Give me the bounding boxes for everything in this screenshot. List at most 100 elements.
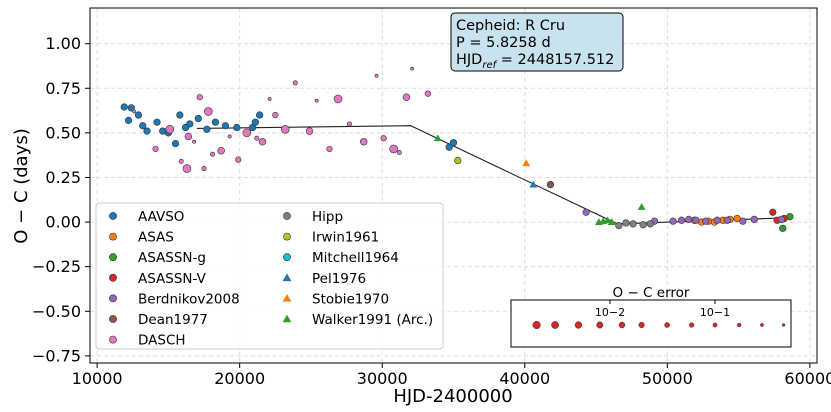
berdnikov2008-point [713,216,721,224]
aavso-point [120,103,128,111]
error-scale-marker [712,322,718,328]
asassn-g-point [779,224,787,232]
legend-marker [109,212,117,220]
data-points [120,66,794,232]
berdnikov2008-point [685,215,693,223]
legend-label: ASASSN-g [138,250,206,266]
stobie1970-point [522,159,531,167]
dasch-point [192,139,196,144]
legend-marker [109,253,117,262]
error-scale-marker [596,321,604,329]
hipp-point [646,220,654,228]
info-reference-epoch: HJDref = 2448157.512 [456,52,614,71]
x-tick-label: 60000 [784,369,831,388]
dasch-point [165,125,175,134]
dasch-point [254,135,260,141]
aavso-point [445,143,453,151]
walker1991-arc-point [607,218,616,226]
y-axis-ticks: −0.75 −0.50 −0.25 0.00 0.25 0.50 0.75 1.00 [32,34,90,365]
legend-items: AAVSO ASAS ASASSN-g ASASSN-V Berdnikov2008 De… [109,209,433,349]
y-tick-label: 1.00 [45,34,81,53]
legend-marker [282,294,292,302]
dasch-point [380,135,387,142]
legend-label: Mitchell1964 [312,250,399,266]
y-tick-label: 0.25 [45,168,81,187]
dasch-point [184,132,193,141]
berdnikov2008-point [582,208,590,216]
walker1991-arc-point [637,202,646,210]
info-period: P = 5.8258 d [456,35,551,51]
y-axis-title: O − C (days) [11,128,32,244]
dasch-point [389,144,398,154]
berdnikov2008-point [739,217,747,225]
dasch-point [267,97,272,101]
error-scale-marker [760,323,764,327]
error-tick-label-1: 10−1 [700,306,730,319]
legend-marker [109,273,117,282]
legend-marker [109,315,117,323]
aavso-point [127,104,135,112]
berdnikov2008-point [702,217,710,225]
x-axis-title: HJD-2400000 [393,386,512,407]
aavso-point [211,118,220,126]
error-scale-marker [574,321,583,329]
dasch-point [314,98,319,103]
error-scale-marker [551,321,559,329]
hipp-point [622,219,630,227]
info-star-name: Cepheid: R Cru [456,18,565,34]
aavso-point [143,127,151,135]
plot-frame [89,7,818,364]
berdnikov2008-point [750,215,758,223]
berdnikov2008-point [669,217,677,225]
y-tick-label: −0.25 [32,257,81,276]
dasch-point [333,94,343,104]
aavso-point [176,111,184,119]
aavso-point [181,123,190,132]
legend-label: ASAS [138,230,174,246]
error-tick-label-0: 10−2 [595,306,625,319]
dasch-point [235,156,242,163]
walker1991-arc-point [603,216,612,224]
info-box: Cepheid: R Cru P = 5.8258 d HJDref = 244… [450,12,624,72]
irwin1961-point [454,156,462,165]
error-scale-marker [737,322,742,328]
dasch-point [227,134,232,139]
legend-marker [282,273,292,282]
hipp-point [639,221,647,229]
legend-label: Pel1976 [312,271,366,287]
y-tick-label: −0.75 [32,346,81,365]
legend-marker [283,212,291,220]
x-tick-label: 40000 [499,369,550,388]
legend-label: AAVSO [138,209,184,225]
x-axis-ticks: 10000 20000 30000 40000 50000 60000 [72,363,831,388]
aavso-point [134,111,143,119]
dasch-point [396,149,402,155]
berdnikov2008-point [692,216,700,224]
legend-marker [109,232,117,241]
asassn-v-point [769,208,777,216]
berdnikov2008-point [677,216,686,224]
hipp-point [629,220,637,228]
berdnikov2008-point [777,215,785,223]
aavso-point [449,139,458,147]
legend-label: Hipp [312,209,343,225]
dasch-point [210,151,216,157]
y-tick-label: −0.50 [32,302,81,321]
x-tick-label: 30000 [357,369,408,388]
error-scale-marker [618,321,626,329]
aavso-point [233,123,241,132]
x-tick-label: 20000 [214,369,265,388]
error-scale-marker [689,322,695,328]
dasch-point [242,128,252,138]
error-scale-marker [638,321,645,329]
dasch-point [402,93,411,101]
error-scale-marker [664,322,670,328]
hipp-point [615,222,623,230]
dasch-point [217,147,225,155]
legend-label: Dean1977 [138,312,208,328]
aavso-point [124,116,133,124]
legend-marker [282,314,292,323]
legend-label: Berdnikov2008 [138,291,240,307]
legend-label: ASASSN-V [138,271,207,287]
